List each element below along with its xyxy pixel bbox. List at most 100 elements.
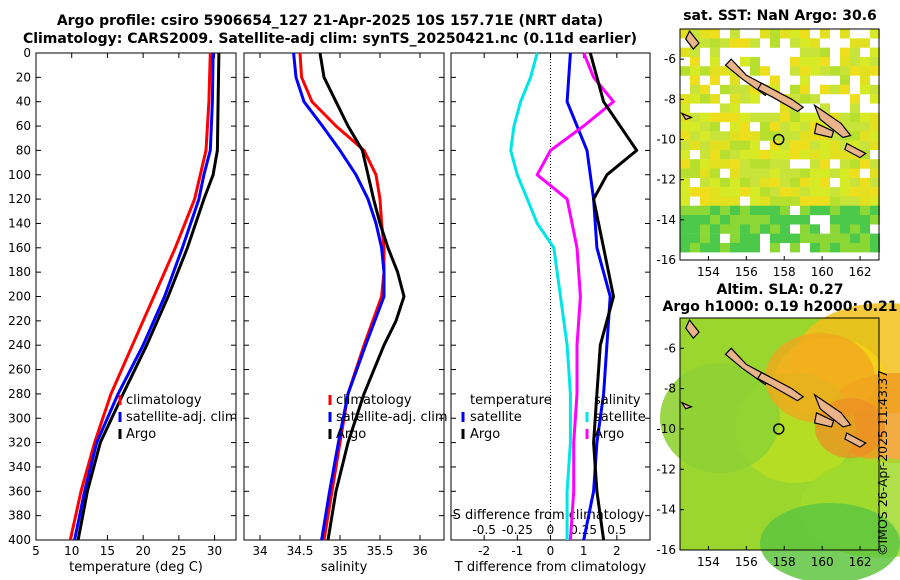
sst-tile	[860, 242, 870, 253]
sst-tile	[790, 233, 800, 244]
sst-tile	[840, 149, 850, 160]
sst-tile	[790, 140, 800, 151]
axes-box	[35, 52, 237, 541]
x-tick-label: 5	[32, 544, 40, 558]
sst-tile	[760, 159, 770, 169]
sst-tile	[720, 187, 730, 197]
sst-tile	[790, 242, 800, 253]
y-tick-label: 360	[8, 484, 31, 498]
sst-tile	[680, 196, 690, 206]
sst-tile	[820, 205, 830, 216]
lat-tick-label: -14	[656, 213, 676, 227]
sst-tile	[870, 159, 880, 169]
sst-tile	[740, 38, 750, 48]
sst-tile	[690, 47, 700, 58]
sst-tile	[860, 131, 870, 141]
sst-tile	[760, 224, 770, 234]
sst-tile	[850, 112, 860, 123]
sst-tile	[770, 233, 780, 244]
sst-tile	[720, 242, 730, 253]
sst-tile	[790, 94, 800, 104]
map-frame	[679, 317, 880, 551]
x-tick-label: -1	[511, 544, 523, 558]
sla-map-title-1: Altim. SLA: 0.27	[716, 282, 844, 298]
sst-tile	[770, 187, 780, 197]
sst-tile	[810, 112, 820, 123]
sst-tile	[860, 56, 870, 67]
sst-tile	[690, 29, 700, 39]
x-tick-label: 10	[64, 544, 79, 558]
sst-tile	[860, 187, 870, 197]
sst-tile	[850, 224, 860, 234]
y-tick-label: 300	[8, 411, 31, 425]
sst-tile	[700, 224, 710, 234]
sst-tile	[700, 187, 710, 197]
sst-tile	[830, 215, 840, 225]
sst-tile	[720, 140, 730, 151]
legend-label: satellite-adj. clim	[336, 410, 448, 425]
sst-tile	[830, 112, 840, 123]
sst-tile	[790, 122, 800, 132]
sst-tile	[850, 103, 860, 113]
sst-tile	[770, 224, 780, 234]
sst-tile	[850, 187, 860, 197]
sst-tile	[710, 56, 720, 67]
sst-tile	[840, 205, 850, 216]
panel-difference: -2 -1 0 1 2 T difference from climatology S di…	[450, 52, 651, 575]
sst-tile	[710, 159, 720, 169]
y-tick-label: 60	[16, 119, 31, 133]
lat-tick-label: -10	[656, 132, 676, 146]
sst-tile	[850, 242, 860, 253]
sst-tile	[750, 196, 760, 206]
sst-tile	[840, 56, 850, 67]
sst-tile	[800, 66, 810, 76]
island-shape	[844, 142, 867, 159]
sst-tile	[750, 224, 760, 234]
top-tick-label: 0.5	[607, 523, 626, 537]
sst-tile	[690, 140, 700, 151]
sst-tile	[700, 140, 710, 151]
sst-tile	[690, 242, 700, 253]
sst-tile	[810, 177, 820, 188]
sst-tile	[770, 112, 780, 123]
sst-tile	[680, 29, 690, 39]
sst-tile	[740, 215, 750, 225]
sst-tile	[710, 196, 720, 206]
sst-tile	[690, 131, 700, 141]
sst-tile	[750, 84, 760, 95]
island-shape	[724, 58, 770, 97]
series-s-argo-clim	[535, 52, 615, 541]
y-tick-label: 340	[8, 460, 31, 474]
sst-tile	[780, 159, 790, 169]
sst-tile	[840, 177, 850, 188]
legend-label: climatology	[336, 393, 412, 408]
sst-tile	[720, 196, 730, 206]
lat-tick-label: -16	[656, 543, 676, 557]
sst-tile	[730, 131, 740, 141]
sst-tile	[800, 205, 810, 216]
sst-tile	[840, 29, 850, 39]
sst-tile	[680, 66, 690, 76]
sst-tile	[750, 38, 760, 48]
sst-tile	[850, 196, 860, 206]
sst-tile	[790, 196, 800, 206]
sst-tile	[820, 29, 830, 39]
sst-tile	[860, 215, 870, 225]
island-shape	[756, 371, 805, 402]
sst-tile	[850, 94, 860, 104]
lat-tick-label: -8	[664, 382, 676, 396]
sst-tile	[730, 168, 740, 178]
x-tick-label: 34.5	[287, 544, 314, 558]
sst-tile	[710, 122, 720, 132]
title-line-1: Argo profile: csiro 5906654_127 21-Apr-2…	[56, 13, 604, 29]
argo-position-marker	[772, 423, 785, 435]
sst-tile	[690, 112, 700, 123]
island-shape	[685, 29, 700, 51]
legend-label: climatology	[126, 393, 202, 408]
sst-tile	[730, 224, 740, 234]
sst-tile	[710, 38, 720, 48]
sst-tile	[860, 84, 870, 95]
sst-tile	[790, 84, 800, 95]
sst-tile	[830, 140, 840, 151]
sst-tile	[760, 215, 770, 225]
